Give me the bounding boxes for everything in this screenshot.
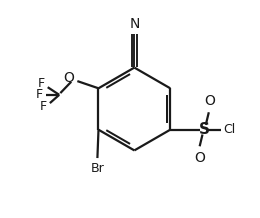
Text: S: S: [199, 122, 210, 137]
Text: O: O: [64, 71, 75, 85]
Text: F: F: [36, 88, 43, 101]
Text: F: F: [38, 77, 45, 90]
Text: Cl: Cl: [223, 123, 236, 136]
Text: N: N: [129, 17, 140, 31]
Text: O: O: [194, 151, 205, 165]
Text: F: F: [40, 100, 47, 113]
Text: Br: Br: [90, 162, 104, 175]
Text: O: O: [204, 94, 215, 108]
